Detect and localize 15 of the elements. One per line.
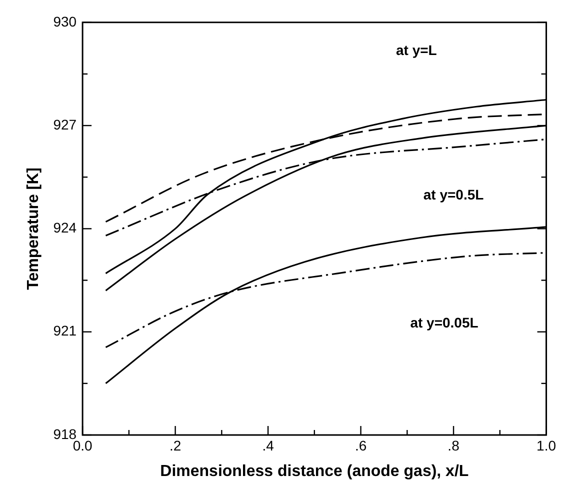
y-tick-label: 918 [53, 426, 77, 442]
y-tick-label: 927 [53, 116, 77, 132]
y-tick-label: 921 [53, 322, 77, 339]
x-axis-title: Dimensionless distance (anode gas), x/L [160, 462, 469, 480]
x-tick-label: .2 [169, 437, 182, 454]
y-tick-label: 930 [53, 13, 77, 30]
x-tick-label: .8 [448, 437, 460, 454]
annotation: at y=L [396, 42, 438, 58]
x-tick-label: .6 [354, 437, 367, 454]
annotation: at y=0.05L [410, 314, 479, 330]
x-tick-label: .4 [262, 437, 274, 454]
y-tick-label: 924 [53, 220, 77, 236]
x-tick-label: 1.0 [536, 437, 556, 454]
y-axis-title: Temperature [K] [25, 168, 42, 290]
annotation: at y=0.5L [423, 186, 484, 203]
